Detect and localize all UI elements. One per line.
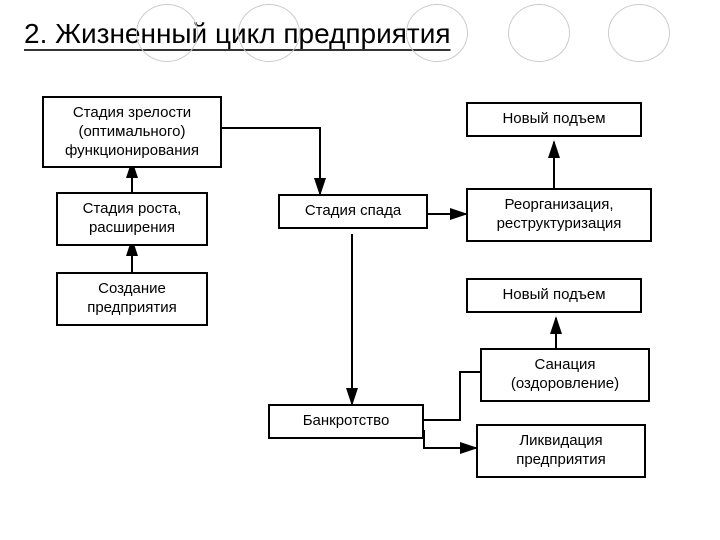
node-decline: Стадия спада bbox=[278, 194, 428, 229]
node-creation: Создание предприятия bbox=[56, 272, 208, 326]
deco-circle bbox=[608, 4, 670, 62]
node-new-rise-1: Новый подъем bbox=[466, 102, 642, 137]
node-bankruptcy: Банкротство bbox=[268, 404, 424, 439]
deco-circle bbox=[136, 4, 198, 62]
node-new-rise-2: Новый подъем bbox=[466, 278, 642, 313]
deco-circle bbox=[238, 4, 300, 62]
node-liquidation: Ликвидация предприятия bbox=[476, 424, 646, 478]
deco-circle bbox=[406, 4, 468, 62]
deco-circle bbox=[508, 4, 570, 62]
node-reorg: Реорганизация, реструктуризация bbox=[466, 188, 652, 242]
node-maturity: Стадия зрелости (оптимального) функциони… bbox=[42, 96, 222, 168]
node-growth: Стадия роста, расширения bbox=[56, 192, 208, 246]
node-sanation: Санация (оздоровление) bbox=[480, 348, 650, 402]
